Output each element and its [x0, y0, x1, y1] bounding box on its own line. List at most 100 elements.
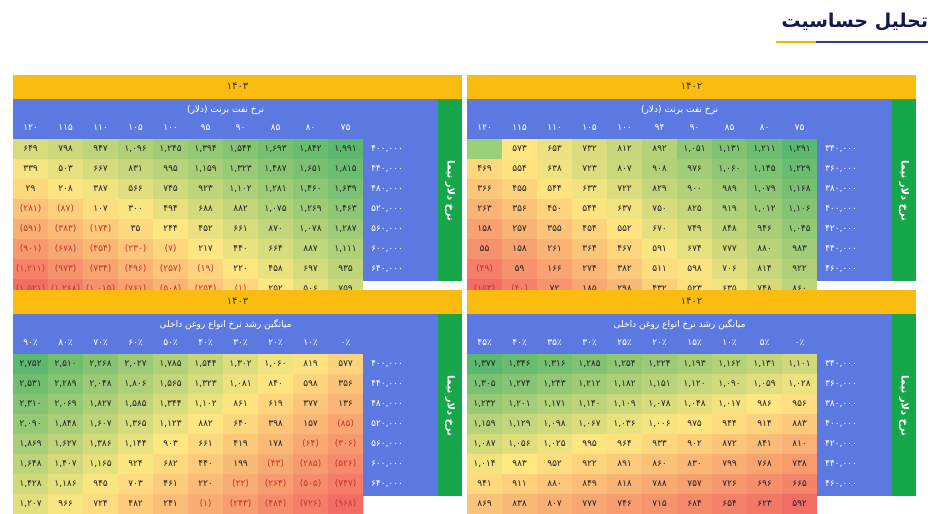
table-row: ۲,۷۵۲ ۲,۵۱۰ ۲,۲۶۸ ۲,۰۲۷ ۱,۷۸۵ ۱,۵۴۴ ۱,۳۰۲ ۱,۰۶۰…	[13, 354, 411, 374]
panel-year-header: ۱۴۰۳	[13, 75, 462, 99]
column-header: ۱۲۰	[23, 123, 38, 133]
table-row: ۵۷۳ ۶۵۳ ۷۳۲ ۸۱۲ ۸۹۲ ۱,۰۵۱ ۱,۱۳۱ ۱,۲۱۱ ۱,۲۹۱ ۳۴۰,۰…	[467, 139, 865, 159]
sensitivity-cell: ۶۹۷	[293, 259, 328, 279]
sensitivity-cell: ۵۵۴	[502, 159, 537, 179]
sensitivity-cell: ۲۶۱	[537, 239, 572, 259]
sensitivity-cell: ۸۳۰	[677, 454, 712, 474]
sensitivity-cell: ۸۴۹	[572, 474, 607, 494]
row-header: ۴۸۰,۰۰۰	[371, 399, 403, 409]
row-header: ۳۶۰,۰۰۰	[825, 379, 857, 389]
sensitivity-cell: ۹۴۵	[83, 474, 118, 494]
sensitivity-cell: ۱,۲۳۲	[467, 394, 502, 414]
sensitivity-cell: ۹۹۵	[153, 159, 188, 179]
sensitivity-cell: ۱,۰۱۲	[747, 199, 782, 219]
sensitivity-cell: ۸۸۷	[293, 239, 328, 259]
sensitivity-cell: ۲,۰۲۷	[118, 354, 153, 374]
sensitivity-cell: ۵۴۴	[572, 199, 607, 219]
column-header: ۲۰٪	[652, 338, 667, 348]
sensitivity-cell: ۷۷۷	[572, 494, 607, 514]
sensitivity-cell: ۶۵۳	[537, 139, 572, 159]
table-row: ۱,۳۰۵ ۱,۲۷۴ ۱,۲۴۳ ۱,۲۱۲ ۱,۱۸۲ ۱,۱۵۱ ۱,۱۲۰ ۱,۰۹۰…	[467, 374, 865, 394]
column-header: ۱۱۵	[58, 123, 73, 133]
row-header: ۴۰۰,۰۰۰	[825, 419, 857, 429]
sensitivity-cell: ۲۰۸	[48, 179, 83, 199]
sensitivity-cell: ۳۵۶	[502, 199, 537, 219]
row-header: ۳۴۰,۰۰۰	[825, 359, 857, 369]
panel-body: نرخ نفت برنت (دلار) ۱۲۰ ۱۱۵ ۱۱۰ ۱۰۵ ۱۰۰ ۹۵ ۹۰ ۸…	[13, 99, 462, 299]
sensitivity-cell: ۹۸۳	[782, 239, 817, 259]
column-header: ۹۰	[235, 123, 246, 133]
table-row: ۱,۰۱۴ ۹۸۳ ۹۵۲ ۹۲۲ ۸۹۱ ۸۶۰ ۸۳۰ ۷۹۹ ۷۶۸ ۷۳۸ ۴۴۰,۰۰۰	[467, 454, 865, 474]
sensitivity-cell: ۷۴۶	[607, 494, 642, 514]
side-bar	[892, 99, 916, 281]
sensitivity-cell: ۱,۳۴۴	[153, 394, 188, 414]
sensitivity-cell: ۱,۲۵۴	[607, 354, 642, 374]
sensitivity-cell: ۹۳۳	[642, 434, 677, 454]
row-axis-label: نرخ دلار نیما	[444, 374, 456, 436]
row-header: ۶۴۰,۰۰۰	[371, 479, 403, 489]
sensitivity-cell: ۸۴۸	[712, 219, 747, 239]
sensitivity-cell: ۶۴۰	[223, 414, 258, 434]
sensitivity-cell: ۱,۵۶۵	[153, 374, 188, 394]
table-row: (۱,۲۱۱) (۹۷۳) (۷۳۴) (۴۹۶) (۲۵۷) (۱۹) ۲۲۰ ۴۵۸ ۶۹۷…	[13, 259, 411, 279]
table-row: ۱,۱۵۹ ۱,۱۲۹ ۱,۰۹۸ ۱,۰۶۷ ۱,۰۳۶ ۱,۰۰۶ ۹۷۵ ۹۴۴ ۹۱۴ ۸…	[467, 414, 865, 434]
column-header: ۲۵٪	[617, 338, 632, 348]
sensitivity-cell: ۵۴۴	[537, 179, 572, 199]
sensitivity-cell: ۴۵۴	[572, 219, 607, 239]
table-row: ۳۳۹ ۵۰۳ ۶۶۷ ۸۳۱ ۹۹۵ ۱,۱۵۹ ۱,۳۲۳ ۱,۴۸۷ ۱,۶۵۱ ۱,۸۱۵…	[13, 159, 411, 179]
column-header: ۲۰٪	[268, 338, 283, 348]
sensitivity-cell: ۱,۰۹۸	[537, 414, 572, 434]
sensitivity-cell: ۱,۰۷۸	[293, 219, 328, 239]
sensitivity-cell: ۷۵۰	[642, 199, 677, 219]
sensitivity-cell: ۵۷۳	[502, 139, 537, 159]
sensitivity-cell: ۸۲۹	[642, 179, 677, 199]
sensitivity-cell	[467, 139, 502, 159]
header-corner	[817, 117, 865, 139]
row-header: ۶۰۰,۰۰۰	[371, 459, 403, 469]
sensitivity-cell: ۱,۱۲۳	[153, 414, 188, 434]
side-bar	[438, 314, 462, 496]
row-header: ۴۶۰,۰۰۰	[825, 479, 857, 489]
sensitivity-cell: ۵۱۱	[642, 259, 677, 279]
sensitivity-cell: ۷۳۲	[572, 139, 607, 159]
sensitivity-cell: ۹۸۹	[712, 179, 747, 199]
header-corner	[817, 332, 865, 354]
sensitivity-cell: ۱,۰۲۸	[782, 374, 817, 394]
column-header: ۳۰٪	[233, 338, 248, 348]
sensitivity-cell: ۹۰۸	[642, 159, 677, 179]
sensitivity-cell: ۱,۵۸۵	[118, 394, 153, 414]
sensitivity-cell: (۵۲۶)	[328, 454, 363, 474]
sensitivity-cell: ۱,۳۲۳	[223, 159, 258, 179]
sensitivity-cell: ۹۳۵	[328, 259, 363, 279]
column-header: ۱۱۰	[547, 123, 562, 133]
sensitivity-cell: ۱,۲۲۴	[642, 354, 677, 374]
column-header: ۸۵	[270, 123, 281, 133]
column-group-label: نرخ نفت برنت (دلار)	[640, 105, 719, 115]
sensitivity-cell: ۱,۹۹۱	[328, 139, 363, 159]
sensitivity-cell: (۳۸۳)	[48, 219, 83, 239]
column-header: ۸۵	[724, 123, 735, 133]
row-header: ۳۸۰,۰۰۰	[825, 184, 857, 194]
sensitivity-cell: ۱,۰۱۴	[467, 454, 502, 474]
sensitivity-cell: ۱,۲۱۲	[572, 374, 607, 394]
sensitivity-cell: ۱,۳۲۳	[188, 374, 223, 394]
sensitivity-cell: ۱۹۹	[223, 454, 258, 474]
sensitivity-cell: (۱,۲۱۱)	[13, 259, 48, 279]
column-header: ۱۰۵	[128, 123, 143, 133]
sensitivity-cell: (۴۹)	[467, 259, 502, 279]
sensitivity-cell: ۲,۵۱۰	[48, 354, 83, 374]
sensitivity-cell: ۱,۳۹۴	[188, 139, 223, 159]
row-header: ۴۰۰,۰۰۰	[825, 204, 857, 214]
sensitivity-cell: (۲۵۷)	[153, 259, 188, 279]
sensitivity-cell: ۶۶۱	[223, 219, 258, 239]
sensitivity-cell: ۱,۱۵۱	[642, 374, 677, 394]
header-corner	[363, 332, 411, 354]
sensitivity-cell: ۱,۶۹۳	[258, 139, 293, 159]
sensitivity-cell: ۶۶۱	[188, 434, 223, 454]
sensitivity-cell: ۲,۵۳۱	[13, 374, 48, 394]
sensitivity-panel-1403-brent: ۱۴۰۳ نرخ نفت برنت (دلار) ۱۲۰ ۱۱۵ ۱۱۰ ۱۰۵ ۱۰۰…	[13, 75, 462, 299]
sensitivity-cell: ۱,۶۰۷	[83, 414, 118, 434]
sensitivity-cell: ۱,۰۳۶	[607, 414, 642, 434]
row-header: ۴۸۰,۰۰۰	[825, 284, 857, 294]
sensitivity-cell: ۸۶۰	[642, 454, 677, 474]
